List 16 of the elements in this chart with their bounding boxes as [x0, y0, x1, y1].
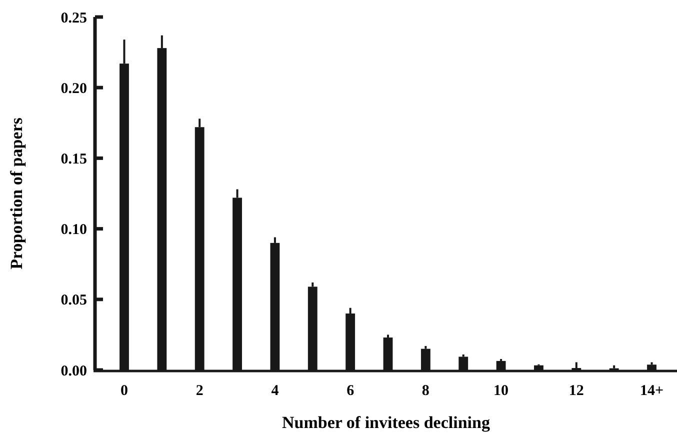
x-tick-label: 12	[568, 383, 584, 399]
x-tick-label: 10	[494, 383, 509, 399]
x-tick-label: 14+	[640, 383, 664, 399]
y-tick-label: 0.05	[60, 292, 87, 309]
y-axis-title: Proportion of papers	[7, 117, 26, 270]
y-tick-label: 0.15	[60, 151, 87, 168]
x-tick-label: 4	[271, 383, 280, 399]
y-tick-label: 0.25	[60, 10, 87, 26]
x-tick-label: 6	[346, 383, 355, 399]
x-tick-label: 8	[422, 383, 430, 399]
x-tick-label: 2	[196, 383, 204, 399]
x-tick-label: 0	[120, 383, 128, 399]
y-tick-label: 0.10	[60, 222, 87, 238]
y-tick-label: 0.20	[60, 80, 87, 97]
y-tick-label: 0.00	[60, 363, 87, 380]
x-axis-title: Number of invitees declining	[282, 413, 490, 432]
